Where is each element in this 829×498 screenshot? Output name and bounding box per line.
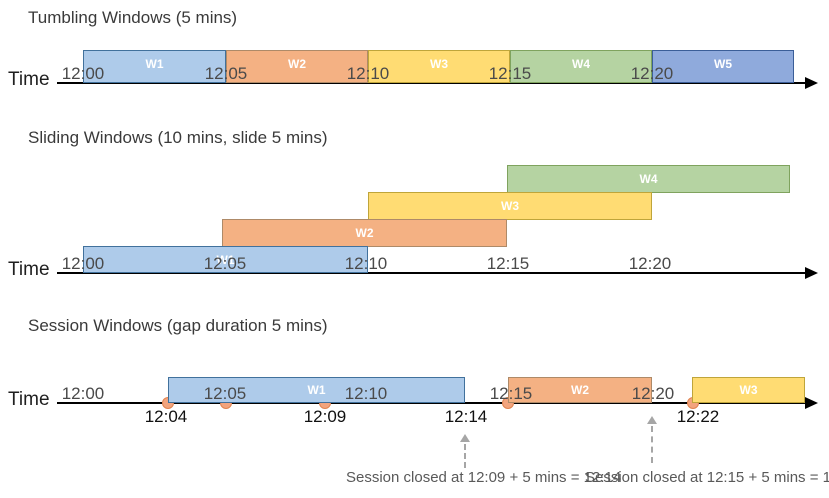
session-window-w1: W1 xyxy=(168,377,465,403)
sliding-tick-1205: 12:05 xyxy=(203,254,247,273)
sliding-tick-1215: 12:15 xyxy=(486,254,530,273)
window-label: W1 xyxy=(307,383,326,397)
tumbling-tick-1200: 12:00 xyxy=(61,64,105,83)
session-tick-1220: 12:20 xyxy=(631,384,675,403)
window-label: W3 xyxy=(739,383,758,397)
sliding-window-w2: W2 xyxy=(222,219,507,247)
tumbling-time-axis-label: Time xyxy=(8,69,50,90)
sliding-tick-1210: 12:10 xyxy=(344,254,388,273)
event-time-label-1204: 12:04 xyxy=(144,407,188,426)
window-label: W5 xyxy=(714,57,732,71)
tumbling-tick-1210: 12:10 xyxy=(346,64,390,83)
window-label: W2 xyxy=(355,226,374,240)
tumbling-window-w2: W2 xyxy=(226,50,368,83)
session-axis-arrow-icon xyxy=(805,397,818,409)
sliding-time-axis-label: Time xyxy=(8,259,50,280)
session-tick-1200: 12:00 xyxy=(61,384,105,403)
event-time-label-1209: 12:09 xyxy=(303,407,347,426)
annotation-arrow-up-icon xyxy=(460,434,470,442)
sliding-window-w4: W4 xyxy=(507,165,790,193)
sliding-time-axis xyxy=(57,272,807,274)
session-closed-annotation-2: Session closed at 12:15 + 5 mins = 12:20 xyxy=(585,469,829,486)
sliding-window-w1: W1 xyxy=(83,246,368,273)
window-label: W1 xyxy=(145,57,164,71)
session-window-w3: W3 xyxy=(692,377,805,403)
window-label: W4 xyxy=(639,172,658,186)
session-closed-annotation-1: Session closed at 12:09 + 5 mins = 12:14 xyxy=(346,469,622,486)
tumbling-tick-1220: 12:20 xyxy=(630,64,674,83)
annotation-arrow-up-icon xyxy=(647,416,657,424)
window-label: W3 xyxy=(430,57,448,71)
tumbling-tick-1215: 12:15 xyxy=(488,64,532,83)
sliding-section-title: Sliding Windows (10 mins, slide 5 mins) xyxy=(28,128,328,147)
sliding-window-w3: W3 xyxy=(368,192,652,220)
annotation-arrow-line xyxy=(464,444,466,468)
session-time-axis xyxy=(57,402,807,404)
event-time-label-1222: 12:22 xyxy=(676,407,720,426)
tumbling-axis-arrow-icon xyxy=(805,77,818,89)
window-label: W2 xyxy=(571,383,589,397)
session-tick-1215: 12:15 xyxy=(489,384,533,403)
session-tick-1205: 12:05 xyxy=(203,384,247,403)
window-label: W3 xyxy=(501,199,519,213)
tumbling-window-w5: W5 xyxy=(652,50,794,83)
tumbling-window-w4: W4 xyxy=(510,50,652,83)
tumbling-window-w1: W1 xyxy=(83,50,226,83)
session-section-title: Session Windows (gap duration 5 mins) xyxy=(28,316,328,335)
sliding-tick-1200: 12:00 xyxy=(61,254,105,273)
window-label: W1 xyxy=(216,252,235,267)
event-time-label-1214: 12:14 xyxy=(444,407,488,426)
annotation-arrow-line xyxy=(651,426,653,463)
tumbling-section-title: Tumbling Windows (5 mins) xyxy=(28,8,238,27)
session-time-axis-label: Time xyxy=(8,389,50,410)
session-tick-1210: 12:10 xyxy=(344,384,388,403)
tumbling-time-axis xyxy=(57,82,807,84)
sliding-tick-1220: 12:20 xyxy=(628,254,672,273)
tumbling-window-w3: W3 xyxy=(368,50,510,83)
session-window-w2: W2 xyxy=(508,377,652,403)
window-label: W2 xyxy=(288,57,306,71)
tumbling-tick-1205: 12:05 xyxy=(204,64,248,83)
window-label: W4 xyxy=(572,57,590,71)
sliding-axis-arrow-icon xyxy=(805,267,818,279)
